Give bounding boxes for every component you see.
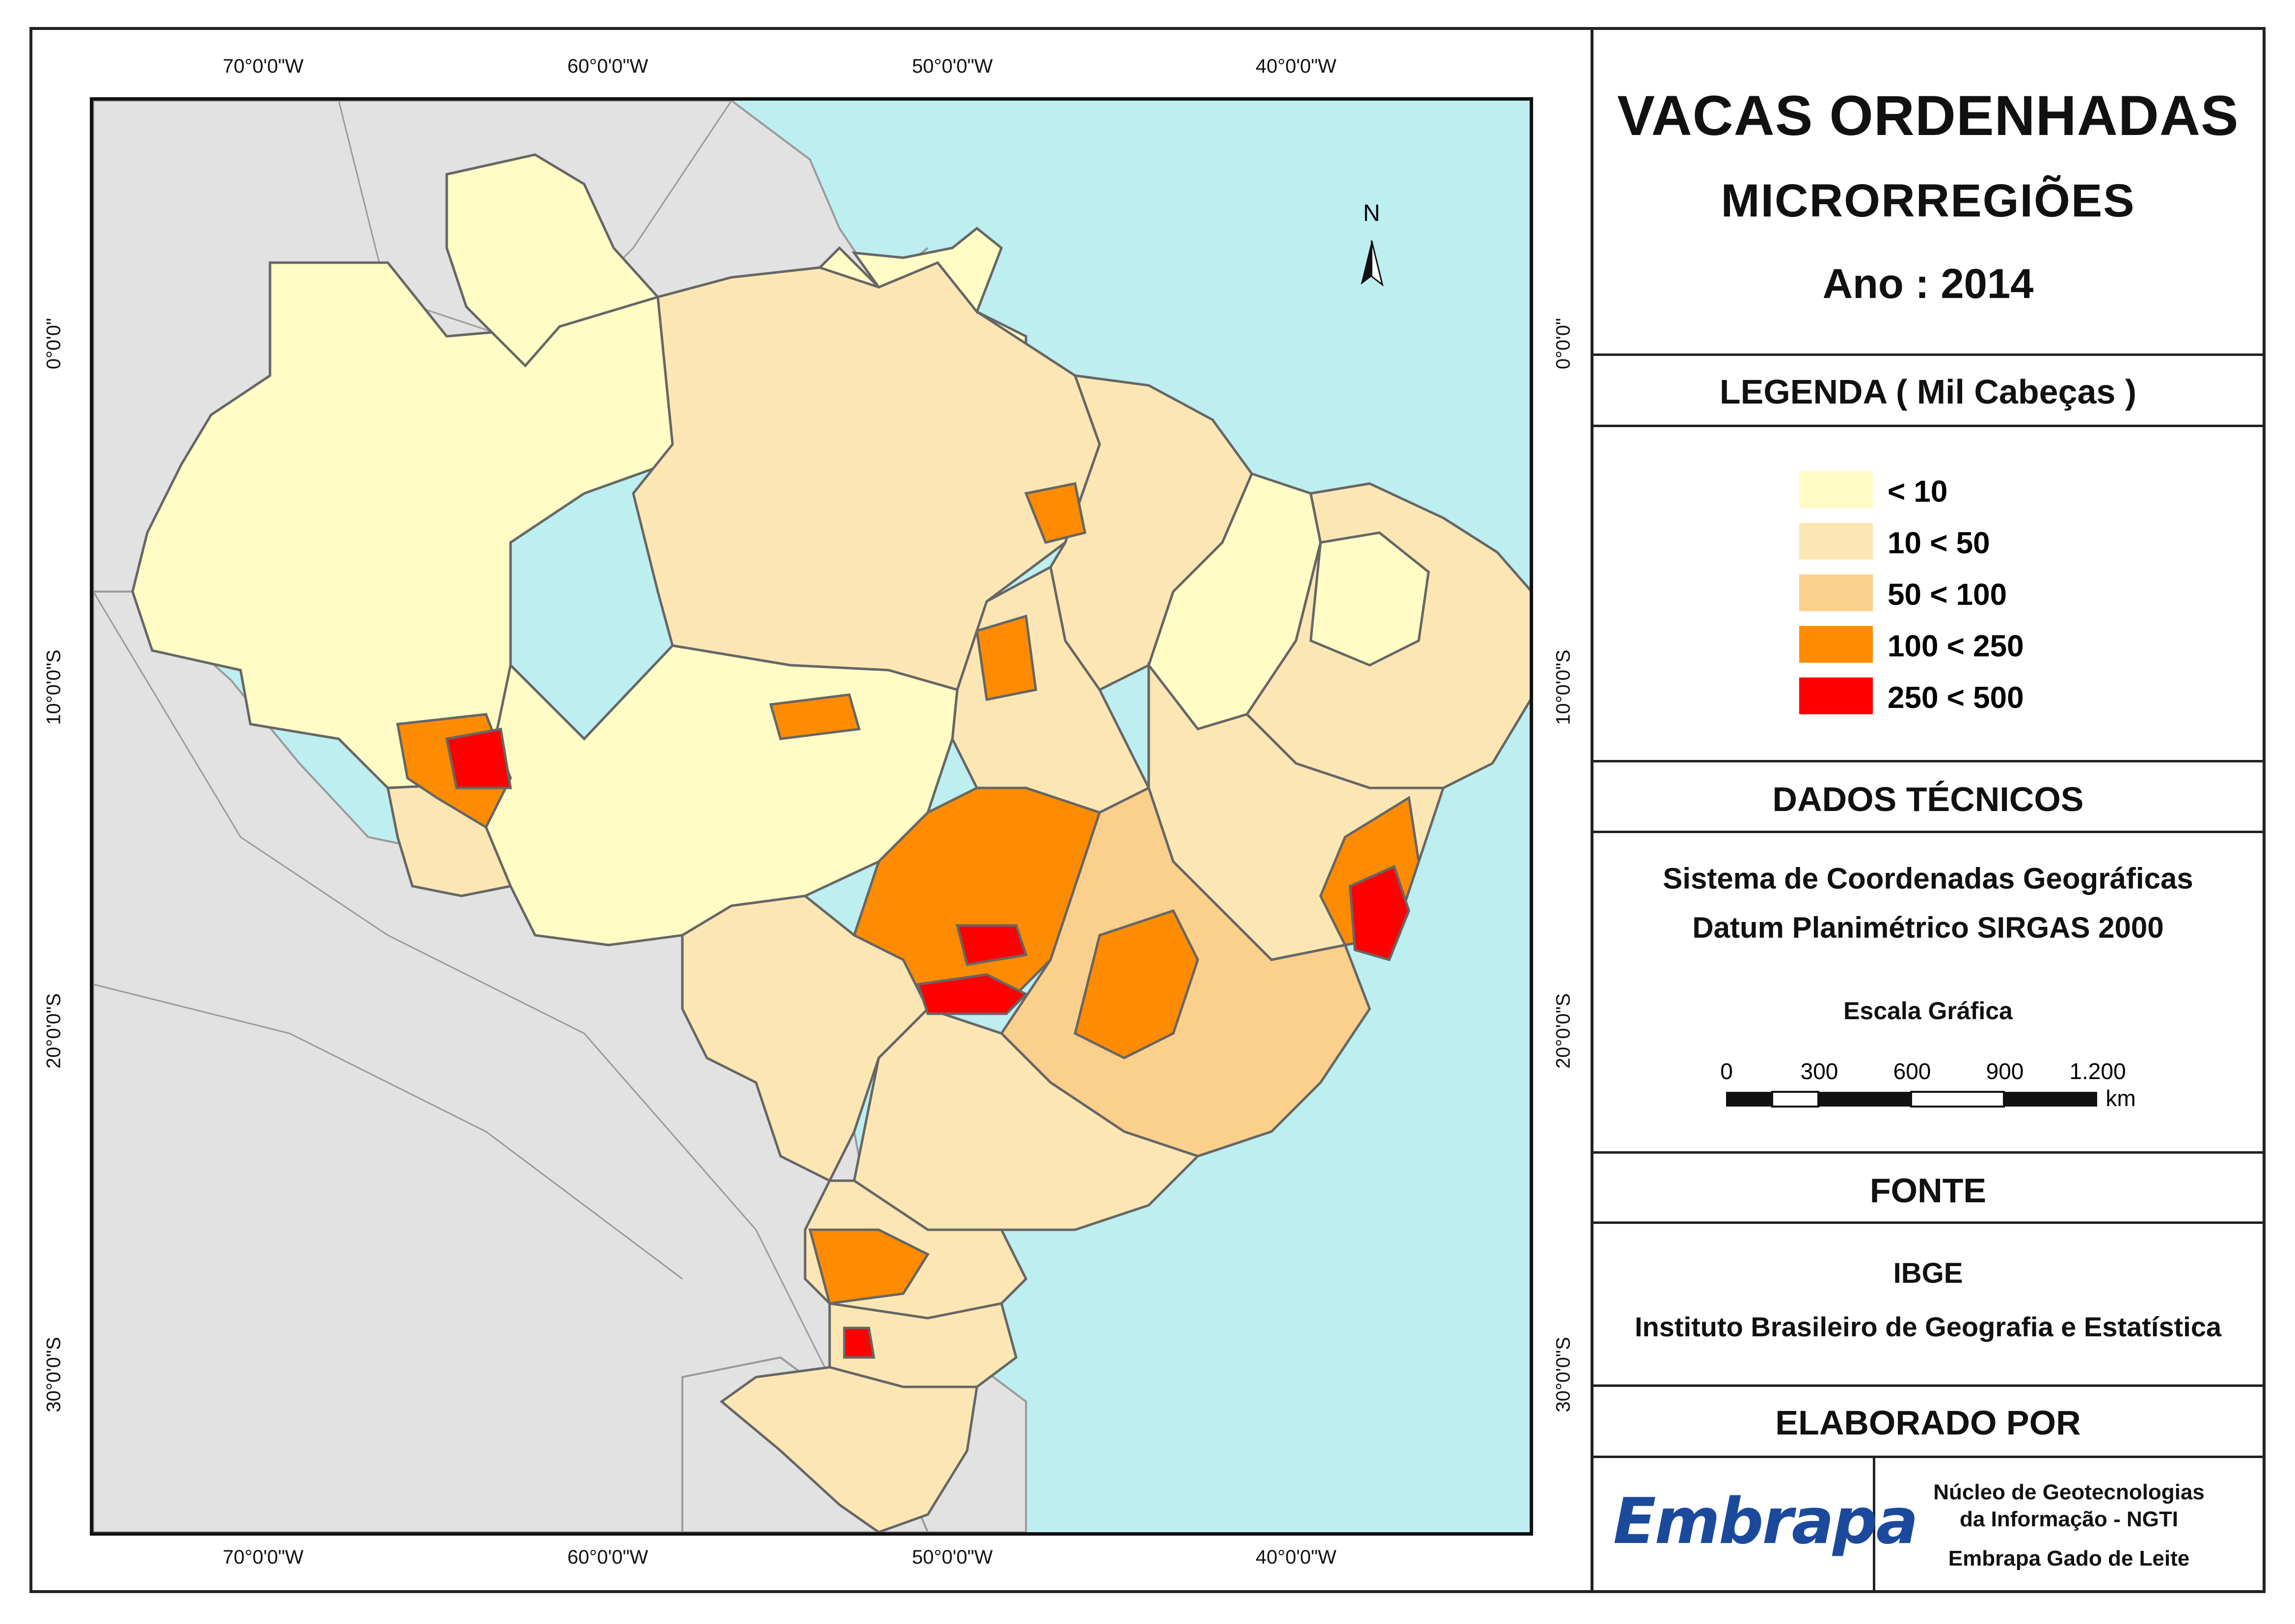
legend-swatch-1 [1799, 471, 1873, 508]
map-year: Ano : 2014 [1822, 261, 2034, 307]
lon-tick-top-60: 60°0'0"W [567, 55, 648, 77]
legend-swatch-2 [1799, 523, 1873, 560]
region-roraima [445, 153, 660, 368]
map-title: VACAS ORDENHADAS [1617, 84, 2239, 147]
separator-5 [1593, 1151, 2263, 1154]
legend-label-5: 250 < 500 [1888, 681, 2024, 715]
region-rondonia-red [445, 728, 512, 789]
lon-tick-bottom-60: 60°0'0"W [567, 1546, 648, 1568]
lon-tick-bottom-70: 70°0'0"W [222, 1546, 304, 1568]
region-goias-red-2 [916, 973, 1028, 1015]
lon-tick-bottom-50: 50°0'0"W [912, 1546, 993, 1568]
scale-label-0: 0 [1720, 1058, 1733, 1084]
legend-label-2: 10 < 50 [1888, 526, 1990, 560]
scale-bar [1726, 1091, 2097, 1108]
separator-8 [1593, 1456, 2263, 1458]
lon-tick-top-40: 40°0'0"W [1255, 55, 1337, 77]
lat-tick-left-10: 10°0'0"S [43, 650, 65, 725]
region-para-north [851, 226, 1003, 314]
credits-heading: ELABORADO POR [1775, 1404, 2081, 1442]
north-label: N [1363, 200, 1380, 226]
scale-label-1200: 1.200 [2069, 1058, 2126, 1084]
separator-7 [1593, 1384, 2263, 1387]
scale-label-600: 600 [1893, 1058, 1931, 1084]
source-line-2: Instituto Brasileiro de Geografia e Esta… [1634, 1311, 2221, 1342]
separator-2 [1593, 425, 2263, 427]
map-frame [29, 27, 2266, 1593]
tech-line-1: Sistema de Coordenadas Geográficas [1663, 862, 2193, 895]
legend-heading: LEGENDA ( Mil Cabeças ) [1719, 373, 2137, 411]
legend-label-4: 100 < 250 [1888, 629, 2024, 663]
lon-tick-top-50: 50°0'0"W [912, 55, 993, 77]
region-parana-orange [808, 1228, 930, 1305]
map-svg: N [93, 101, 1530, 1532]
technical-heading: DADOS TÉCNICOS [1772, 780, 2084, 818]
lat-tick-right-0: 0°0'0" [1552, 318, 1574, 370]
credit-line-2: da Informação - NGTI [1960, 1507, 2178, 1531]
region-minas-orange [1074, 909, 1199, 1059]
source-heading: FONTE [1869, 1171, 1987, 1210]
map-subtitle: MICRORREGIÕES [1721, 175, 2135, 227]
legend-swatch-3 [1799, 574, 1873, 611]
scale-unit: km [2106, 1085, 2136, 1111]
region-para [632, 261, 1101, 692]
region-maranhao-orange [1024, 482, 1086, 544]
region-goias-red [955, 924, 1028, 966]
lon-tick-top-70: 70°0'0"W [222, 55, 304, 77]
lat-tick-right-20: 20°0'0"S [1552, 993, 1574, 1069]
separator-1 [1593, 353, 2263, 356]
panel-divider [1591, 27, 1593, 1593]
region-sc-red [843, 1326, 875, 1359]
lat-tick-right-30: 30°0'0"S [1552, 1337, 1574, 1412]
legend-swatch-5 [1799, 677, 1873, 714]
credit-line-3: Embrapa Gado de Leite [1948, 1546, 2190, 1570]
lat-tick-left-0: 0°0'0" [43, 318, 65, 370]
map-panel: N [90, 97, 1533, 1536]
region-mato-grosso-do-sul [681, 894, 930, 1183]
credit-line-1: Núcleo de Geotecnologias [1933, 1480, 2205, 1504]
scale-title: Escala Gráfica [1843, 997, 2013, 1025]
region-ceara [1309, 531, 1430, 667]
source-line-1: IBGE [1893, 1257, 1963, 1289]
legend-label-3: 50 < 100 [1888, 578, 2007, 612]
region-para-orange [769, 693, 861, 740]
scale-label-300: 300 [1800, 1058, 1838, 1084]
region-bahia-south-red [1349, 865, 1410, 962]
lat-tick-left-30: 30°0'0"S [43, 1337, 65, 1412]
separator-3 [1593, 760, 2263, 762]
tech-line-2: Datum Planimétrico SIRGAS 2000 [1692, 911, 2164, 944]
embrapa-logo-text: Embrapa [1613, 1485, 1918, 1558]
region-rio-grande-do-sul [719, 1366, 978, 1532]
scale-label-900: 900 [1986, 1058, 2024, 1084]
lat-tick-right-10: 10°0'0"S [1552, 650, 1574, 725]
north-arrow: N [1361, 200, 1384, 287]
lat-tick-left-20: 20°0'0"S [43, 993, 65, 1069]
lon-tick-bottom-40: 40°0'0"W [1255, 1546, 1337, 1568]
separator-4 [1593, 831, 2263, 833]
separator-6 [1593, 1221, 2263, 1224]
brazil [131, 153, 1530, 1532]
credits-box: Núcleo de Geotecnologias da Informação -… [1875, 1458, 2263, 1593]
region-tocantins-orange [975, 614, 1037, 701]
legend-label-1: < 10 [1888, 475, 1948, 509]
embrapa-logo: Embrapa [1593, 1458, 1918, 1593]
legend-swatch-4 [1799, 626, 1873, 663]
